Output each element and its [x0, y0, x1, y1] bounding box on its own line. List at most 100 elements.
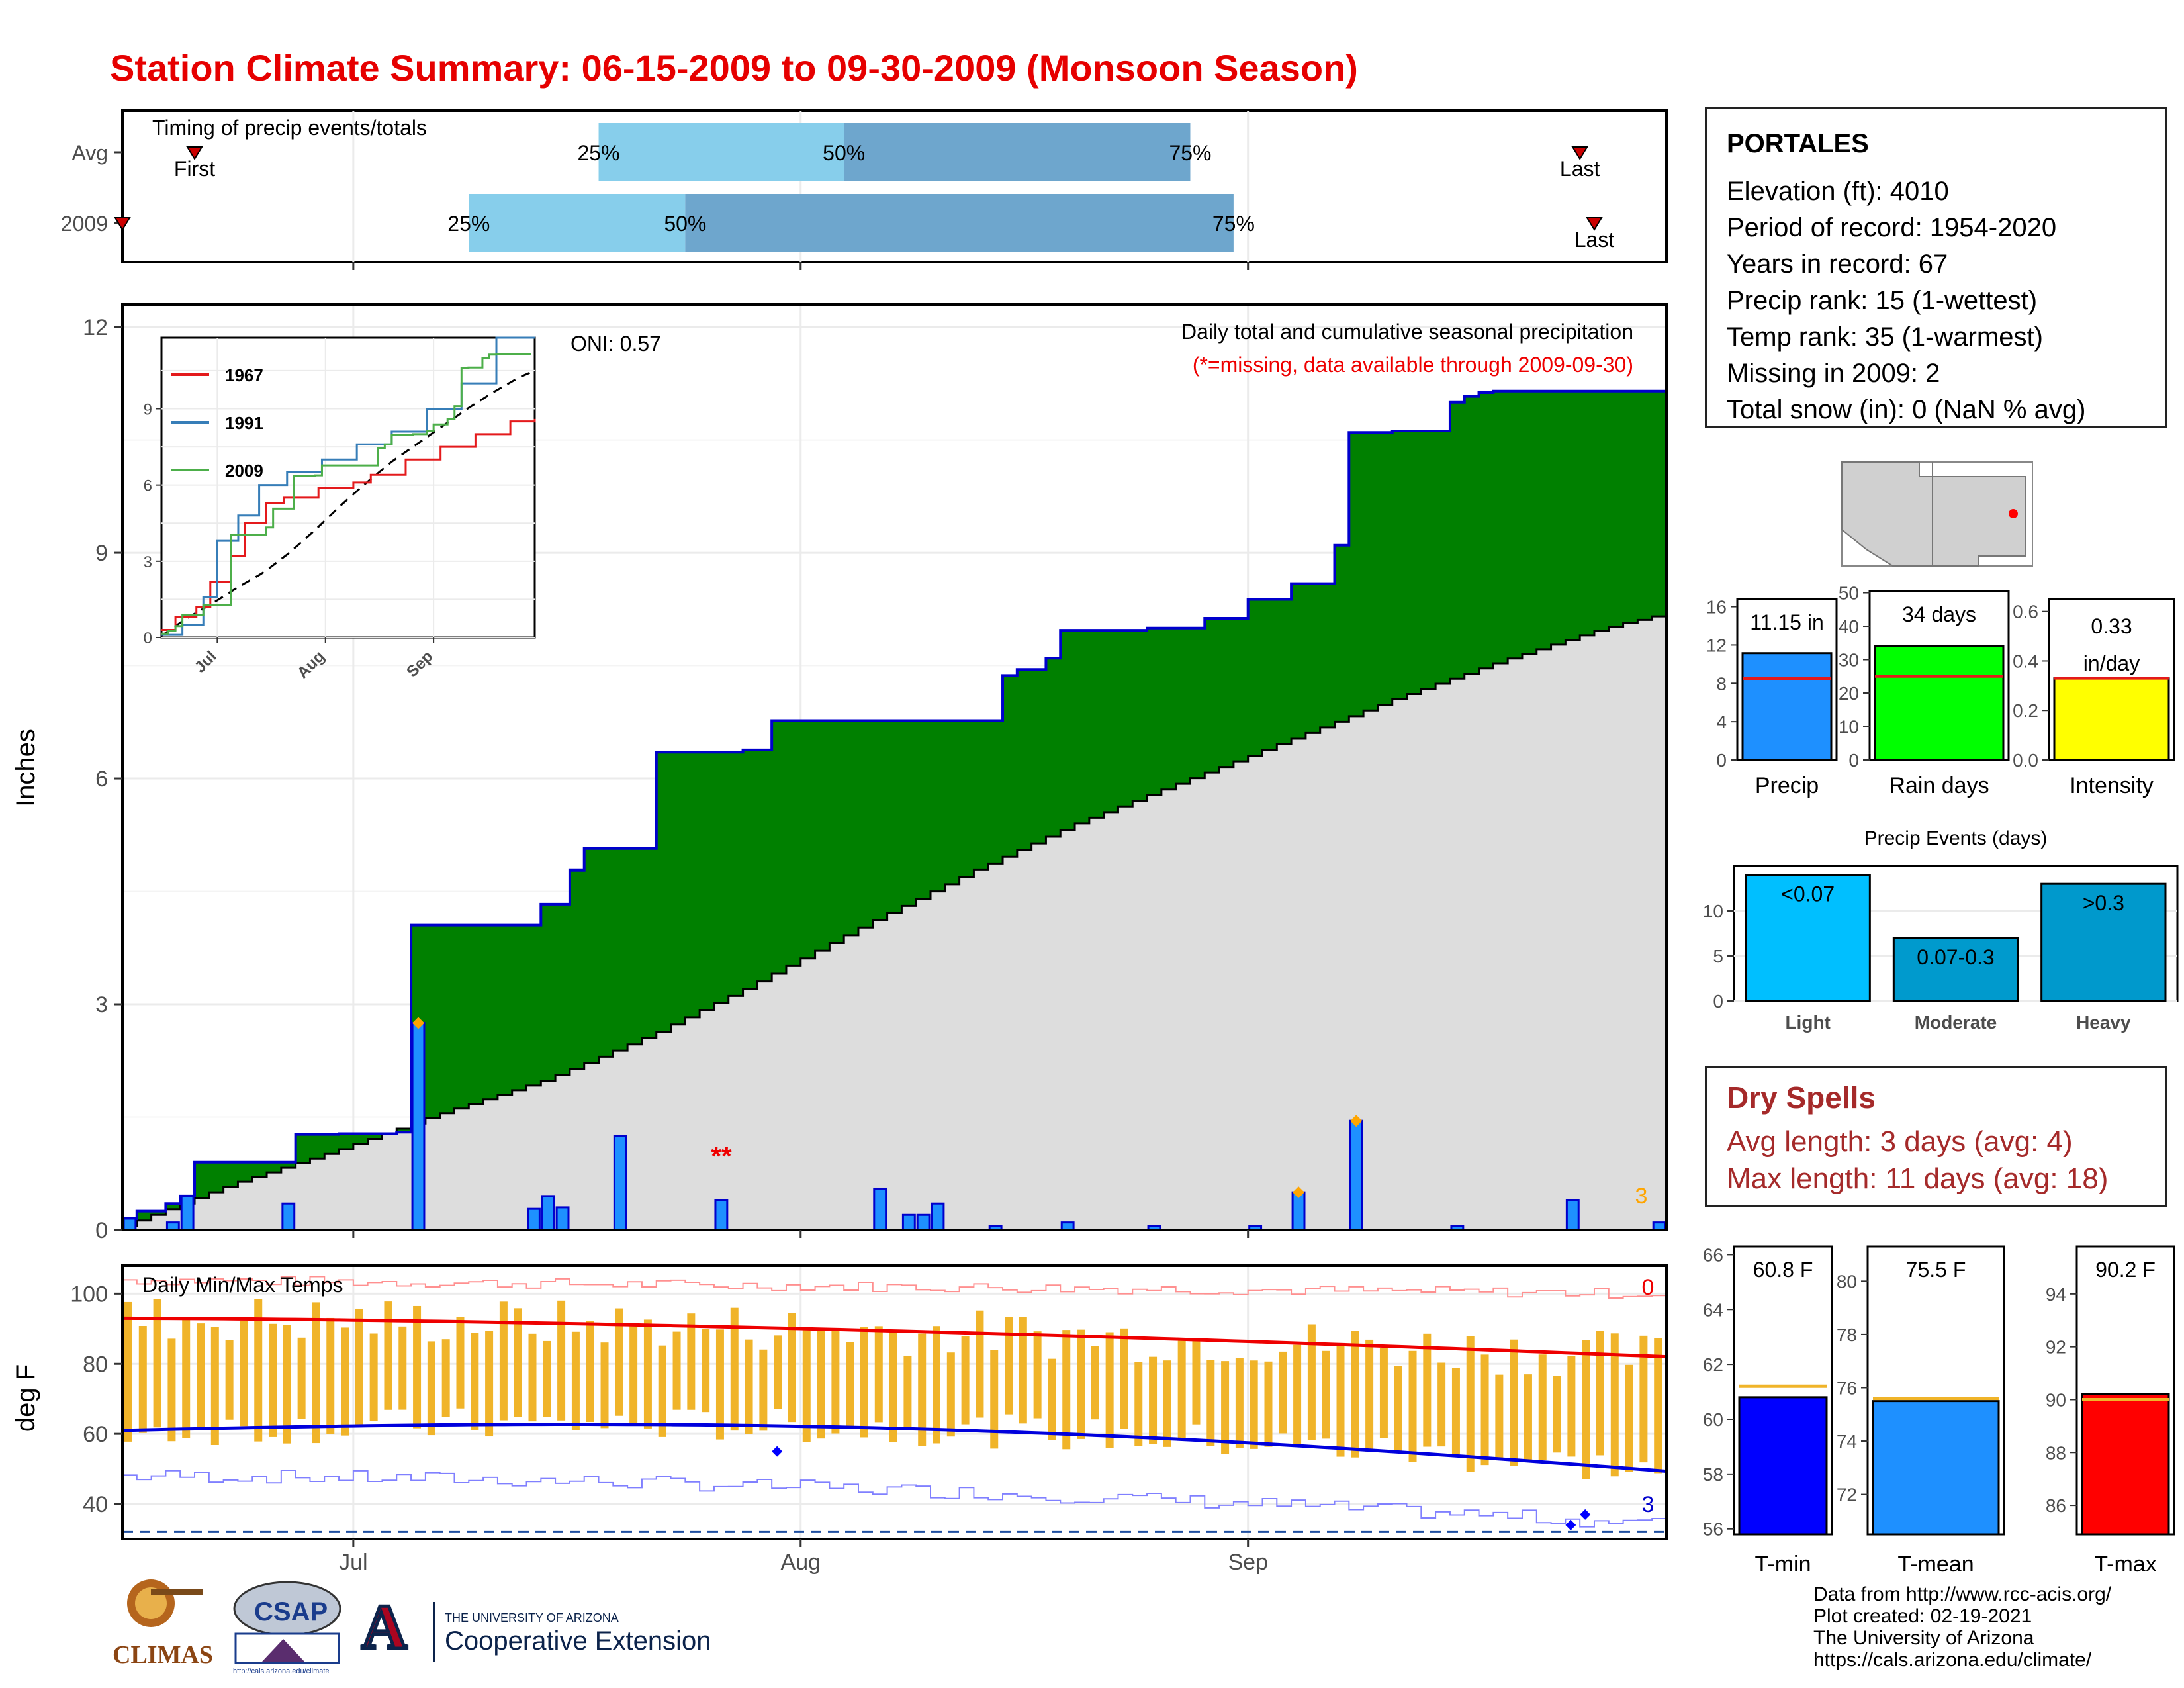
daily-temp-bar [643, 1319, 652, 1429]
temp-y-tick-label: 100 [70, 1282, 108, 1307]
climas-logo-text: CLIMAS [113, 1641, 213, 1669]
credit-line: https://cals.arizona.edu/climate/ [1813, 1649, 2092, 1671]
daily-temp-bar [1163, 1360, 1171, 1447]
daily-temp-bar [1192, 1338, 1201, 1425]
events-bar-label: 0.07-0.3 [1917, 945, 1994, 969]
daily-temp-bar [528, 1333, 537, 1422]
timing-label-50: 50% [664, 212, 706, 236]
temp-summary-bar [2081, 1393, 2170, 1536]
daily-temp-bar [990, 1350, 999, 1449]
daily-precip-bar [1349, 1119, 1363, 1231]
inset-legend-label: 2009 [225, 461, 263, 481]
daily-temp-bar [1480, 1354, 1489, 1466]
inset-legend-label: 1967 [225, 365, 263, 385]
inset-average-line [161, 371, 532, 637]
inset-line-1991 [161, 336, 535, 636]
summary-y-tick-label: 8 [1716, 673, 1727, 694]
dry-spells-title: Dry Spells [1727, 1080, 1876, 1115]
daily-temp-bar [702, 1329, 710, 1413]
temp-summary-y-tick-label: 72 [1837, 1485, 1857, 1505]
daily-temp-bar [1206, 1360, 1215, 1446]
station-name: PORTALES [1727, 129, 1869, 158]
daily-temp-bar [629, 1323, 638, 1424]
daily-temp-bar [1567, 1356, 1576, 1457]
daily-temp-bar [1538, 1354, 1547, 1460]
summary-bar [1741, 652, 1833, 761]
temp-y-tick-label: 60 [83, 1422, 108, 1447]
daily-temp-bar [933, 1326, 941, 1444]
daily-temp-bar [1510, 1339, 1518, 1466]
summary-y-tick-label: 16 [1706, 597, 1727, 618]
daily-temp-bar [672, 1331, 681, 1410]
temp-summary-y-tick-label: 76 [1837, 1378, 1857, 1398]
daily-temp-bar [254, 1299, 263, 1442]
daily-temp-bar [1019, 1317, 1027, 1424]
temp-title: Daily Min/Max Temps [142, 1273, 343, 1297]
summary-category-label: Rain days [1889, 773, 1989, 798]
daily-temp-bar [976, 1310, 984, 1418]
daily-temp-bar [341, 1327, 349, 1436]
daily-temp-bar [384, 1301, 392, 1410]
station-period: Period of record: 1954-2020 [1727, 213, 2057, 242]
average-cumulative-line [122, 613, 1668, 1227]
summary-category-label: Precip [1755, 773, 1819, 798]
daily-temp-bar [774, 1335, 782, 1409]
daily-temp-bar [514, 1308, 522, 1417]
daily-temp-bar [225, 1340, 234, 1420]
temp-y-tick-label: 80 [83, 1352, 108, 1377]
timing-bar-25-50 [469, 194, 686, 252]
temp-summary-bar [1738, 1396, 1828, 1536]
month-tick-label: Aug [781, 1550, 821, 1575]
daily-temp-bar [1639, 1335, 1648, 1463]
summary-y-tick-label: 50 [1839, 583, 1859, 604]
daily-temp-bar [1408, 1350, 1417, 1462]
summary-y-tick-label: 0.6 [2013, 602, 2038, 622]
daily-temp-bar [283, 1325, 291, 1444]
daily-temp-bar [312, 1302, 320, 1444]
first-marker [186, 146, 203, 160]
daily-temp-bar [1495, 1374, 1504, 1460]
summary-y-tick-label: 0 [1716, 750, 1727, 771]
daily-temp-bar [441, 1339, 450, 1417]
temp-summary-category-label: T-max [2094, 1552, 2156, 1577]
daily-precip-bar [527, 1207, 541, 1231]
daily-precip-bar [931, 1202, 945, 1231]
record-low-marker [772, 1446, 783, 1457]
daily-temp-bar [210, 1327, 219, 1446]
record-low-marker [1565, 1519, 1576, 1530]
precip-y-tick-label: 12 [83, 315, 108, 340]
temp-summary-y-tick-label: 78 [1837, 1325, 1857, 1345]
month-tick-label: Jul [339, 1550, 367, 1575]
daily-temp-bar [658, 1345, 666, 1437]
inset-legend-label: 1991 [225, 413, 263, 433]
summary-bar [2053, 677, 2170, 761]
daily-precip-bar [613, 1135, 627, 1231]
summary-y-tick-label: 0.0 [2013, 750, 2038, 771]
daily-precip-bar [901, 1213, 916, 1231]
daily-temp-bar [918, 1333, 927, 1446]
timing-row-label: Avg [71, 141, 108, 165]
temp-summary-y-tick-label: 90 [2046, 1389, 2066, 1410]
university-of-arizona-logo: A THE UNIVERSITY OF ARIZONA Cooperative … [360, 1590, 711, 1664]
temp-plot-frame [121, 1264, 1668, 1540]
daily-temp-bar [1365, 1339, 1374, 1452]
daily-temp-bar [153, 1299, 161, 1428]
record-count: 3 [1635, 1184, 1648, 1209]
daily-temp-bar [1423, 1333, 1432, 1447]
precip-caption-missing: (*=missing, data available through 2009-… [1193, 353, 1633, 377]
temp-summary-value-label: 60.8 F [1753, 1258, 1813, 1282]
daily-temp-bar [961, 1336, 970, 1425]
summary-y-tick-label: 0 [1848, 750, 1859, 771]
daily-precip-bar [122, 1217, 137, 1231]
daily-temp-bar [1235, 1358, 1244, 1448]
csap-url: http://cals.arizona.edu/climate [233, 1667, 330, 1675]
daily-temp-bar [413, 1305, 422, 1429]
daily-temp-bar [903, 1355, 912, 1429]
timing-bar-50-75 [844, 123, 1191, 181]
timing-label-25: 25% [447, 212, 490, 236]
precip-caption: Daily total and cumulative seasonal prec… [1181, 320, 1633, 344]
first-marker [114, 217, 131, 231]
events-bar-label: >0.3 [2083, 891, 2124, 915]
daily-temp-bar [1451, 1368, 1460, 1458]
